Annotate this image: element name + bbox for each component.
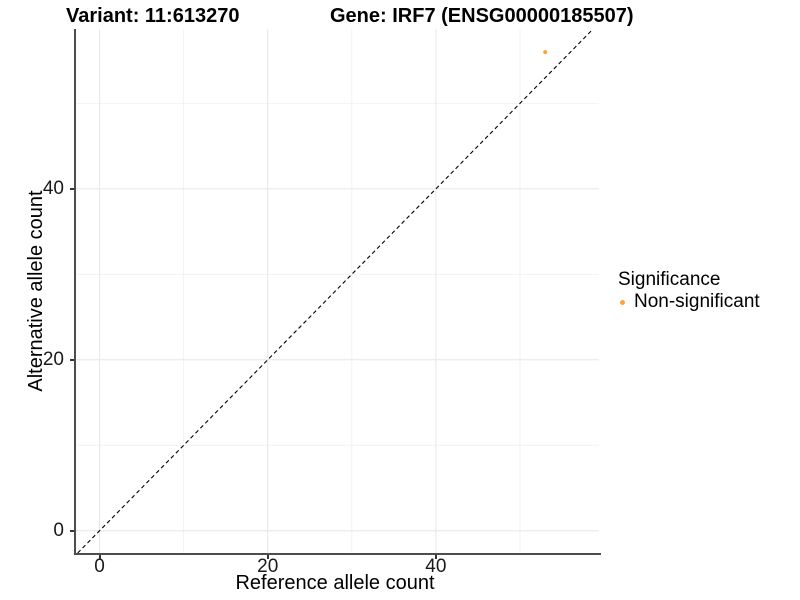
legend-title: Significance [618,269,721,290]
identity-reference-line [77,29,594,553]
y-tick-label: 40 [42,177,64,199]
x-axis-line [74,553,601,555]
y-tick-label: 0 [53,519,64,541]
y-axis-line [74,29,76,555]
y-tick-mark [70,529,74,532]
x-tick-label: 20 [257,556,279,577]
legend-point-icon [620,299,625,305]
y-tick-label: 20 [42,348,64,370]
plot-panel [76,29,599,553]
y-tick-mark [70,358,74,361]
legend-item-label: Non-significant [634,291,760,312]
x-tick-label: 0 [94,556,105,577]
x-tick-label: 40 [425,556,447,577]
x-tick-mark [434,555,437,559]
variant-title: Variant: 11:613270 [66,5,240,27]
x-axis-title: Reference allele count [235,572,435,594]
x-tick-mark [266,555,269,559]
data-point [543,50,548,55]
y-tick-mark [70,187,74,190]
x-tick-mark [98,555,101,559]
plot-canvas [76,29,599,553]
legend: Significance Non-significant [618,269,798,313]
gene-title: Gene: IRF7 (ENSG00000185507) [330,5,634,27]
legend-item: Non-significant [618,291,798,313]
